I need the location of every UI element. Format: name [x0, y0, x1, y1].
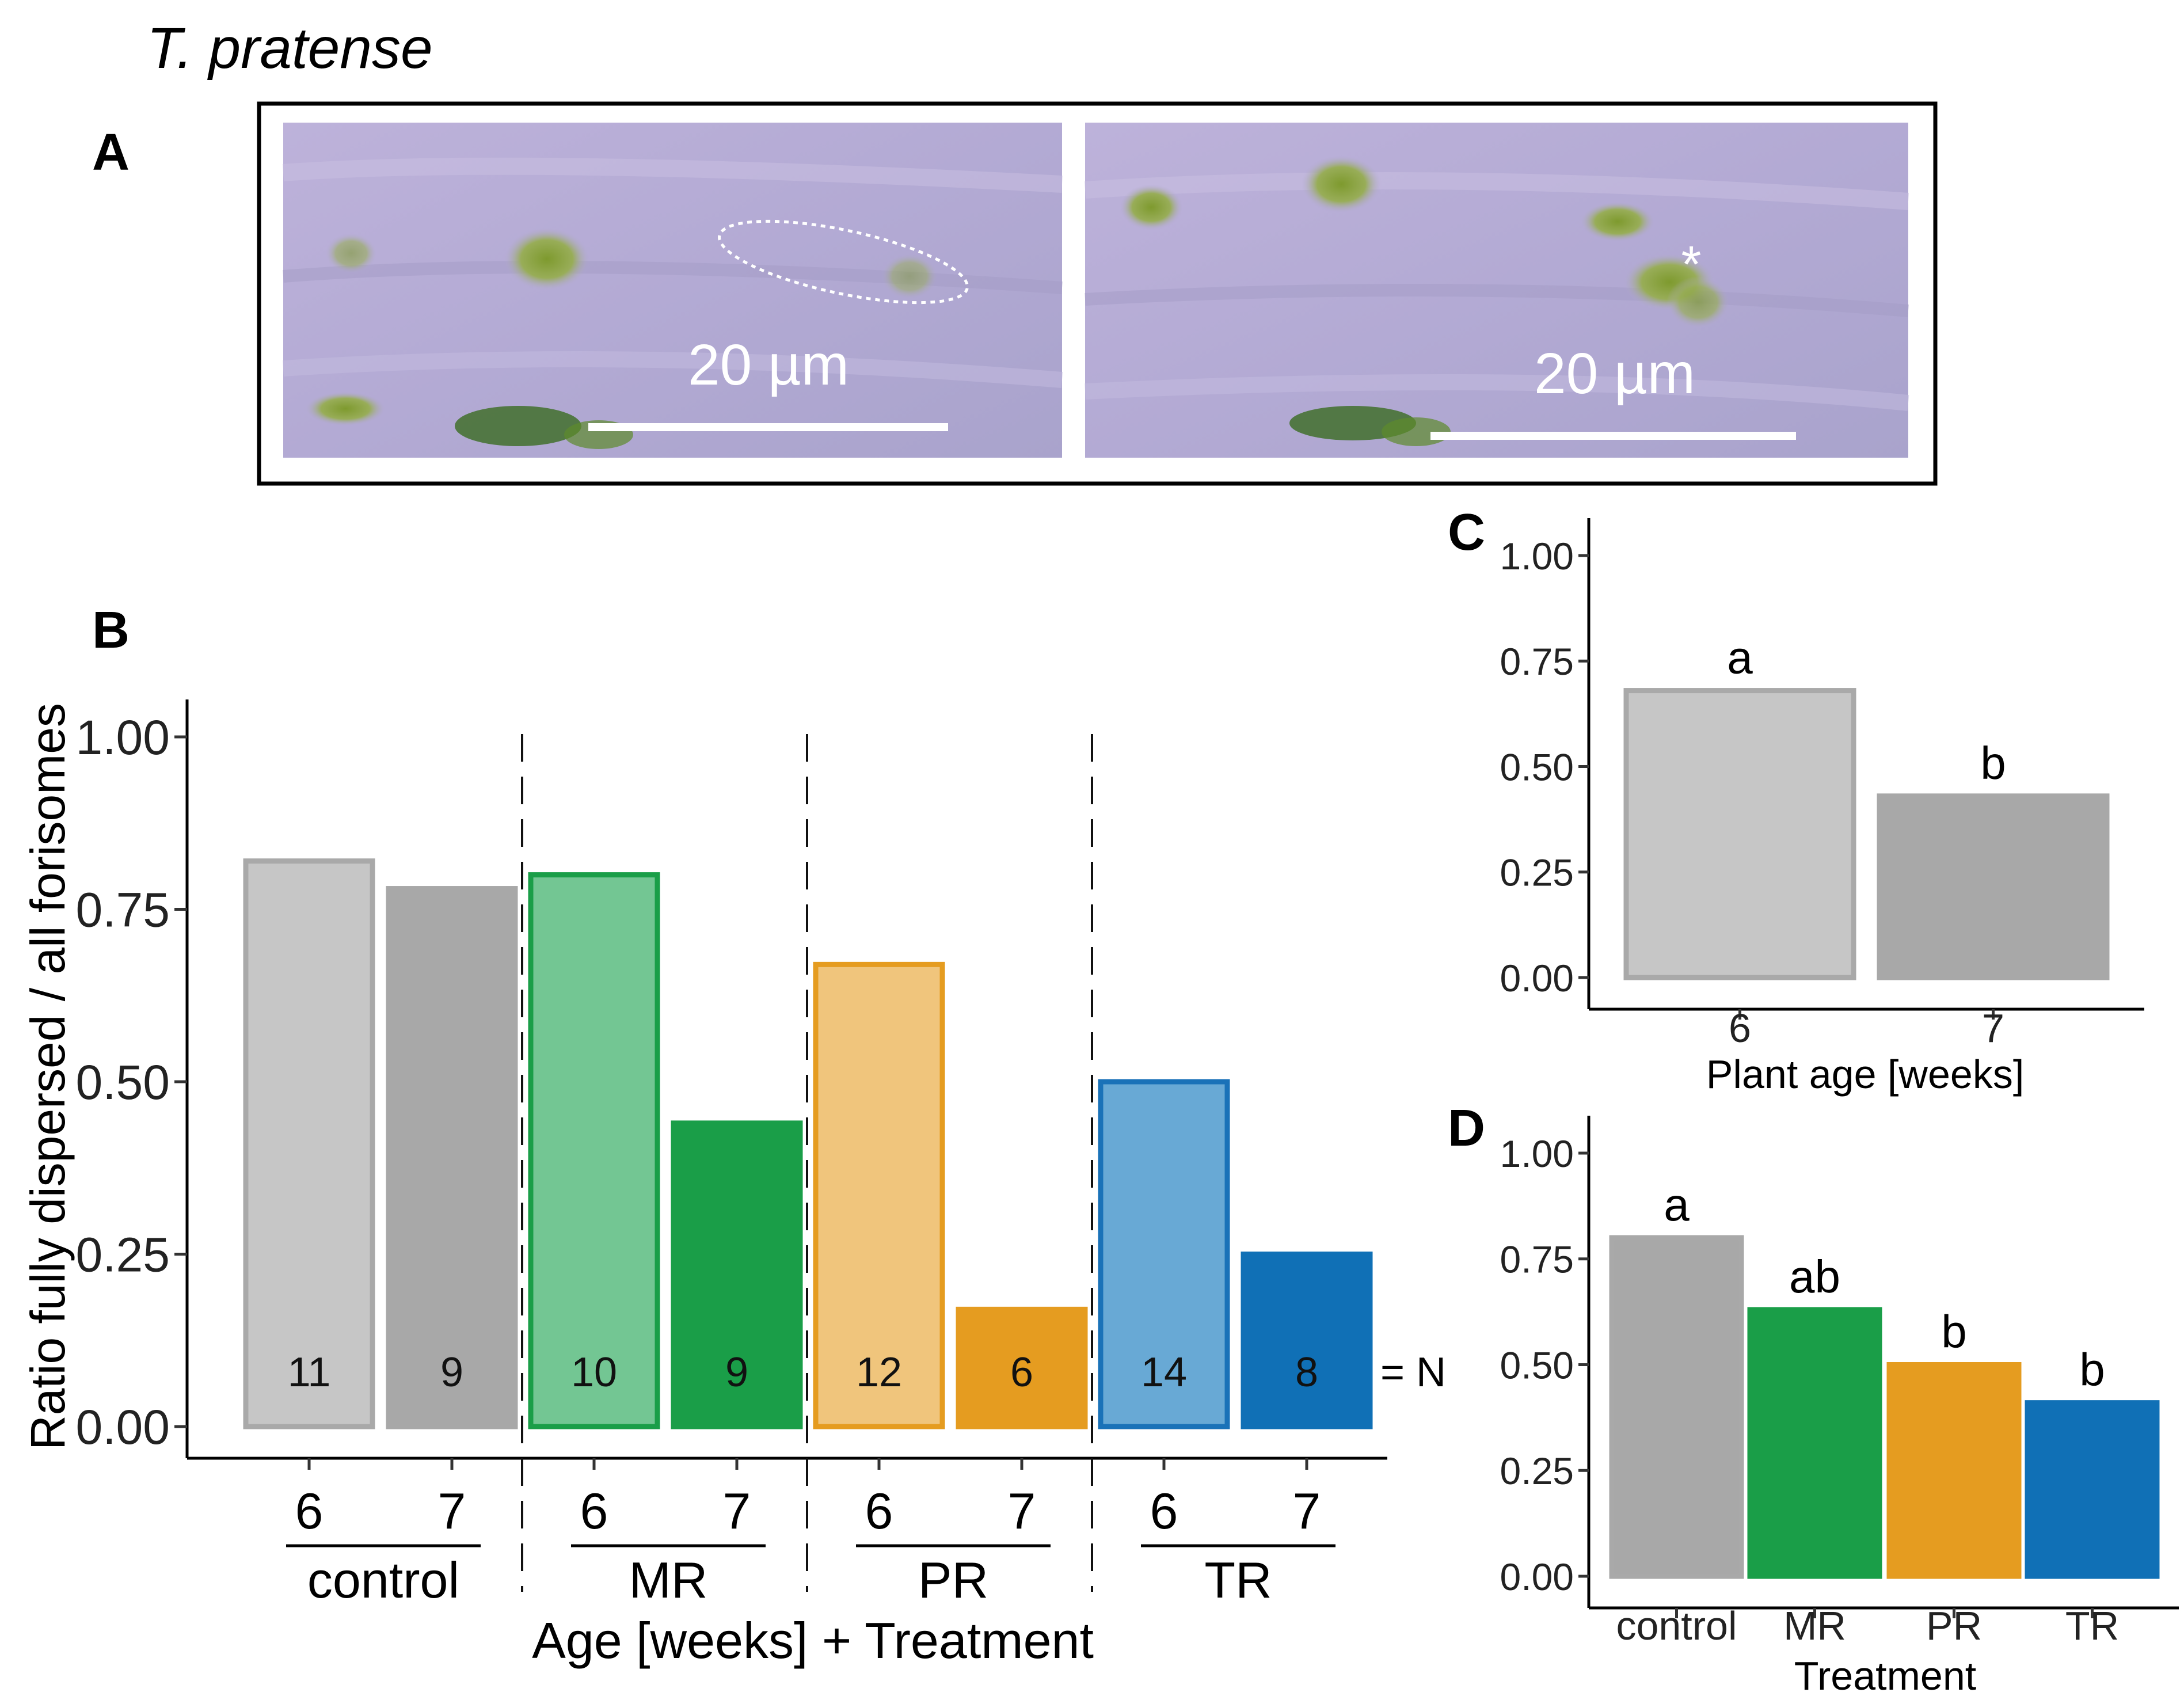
chart-d-y-tick-label: 1.00 — [1500, 1132, 1574, 1175]
bar-MR — [1747, 1307, 1882, 1579]
species-title: T. pratense — [147, 16, 433, 81]
chart-b-y-tick-label: 1.00 — [76, 710, 170, 765]
chart-d-y-tick-label: 0.00 — [1500, 1556, 1574, 1598]
bar-age-6 — [1623, 688, 1856, 980]
n-legend-label: = N — [1380, 1349, 1446, 1395]
chart-d-x-tick-label: control — [1616, 1603, 1737, 1648]
micrograph-frame — [257, 101, 1938, 486]
bar-TR-7 — [1241, 1252, 1373, 1429]
chart-b-x-tick-label: 7 — [1008, 1482, 1036, 1539]
n-label: 11 — [288, 1349, 331, 1395]
chart-d-y-tick-label: 0.25 — [1500, 1450, 1574, 1492]
chart-c-xlabel: Plant age [weeks] — [1706, 1052, 2025, 1097]
scale-bar-left — [588, 423, 948, 431]
bar-PR — [1886, 1362, 2022, 1579]
chart-d-x-tick-label: PR — [1926, 1603, 1982, 1648]
panel-label-c: C — [1448, 504, 1485, 561]
bar-TR-6 — [1098, 1079, 1230, 1429]
significance-letter: b — [2079, 1344, 2105, 1395]
chart-b-y-tick-label: 0.75 — [76, 883, 170, 937]
chart-c-y-tick-label: 1.00 — [1500, 535, 1574, 577]
bar-MR-7 — [671, 1120, 803, 1429]
chart-d-y-tick-label: 0.50 — [1500, 1344, 1574, 1386]
bar-TR — [2025, 1400, 2160, 1579]
chart-b-ylabel: Ratio fully dispersed / all forisomes — [21, 703, 75, 1450]
scale-bar-label-right: 20 µm — [1534, 341, 1695, 406]
significance-letter: ab — [1789, 1251, 1840, 1302]
chart-d-y-tick-label: 0.75 — [1500, 1238, 1574, 1281]
chart-b-x-tick-label: 6 — [580, 1482, 608, 1539]
panel-label-b: B — [92, 602, 130, 659]
chart-b-x-tick-label: 7 — [1293, 1482, 1321, 1539]
asterisk-marker: * — [1681, 236, 1701, 294]
chart-b: Ratio fully dispersed / all forisomes Ag… — [21, 699, 1446, 1669]
group-label-PR: PR — [918, 1552, 988, 1608]
n-label: 14 — [1141, 1349, 1187, 1395]
panel-label-d: D — [1448, 1100, 1485, 1157]
group-label-MR: MR — [629, 1552, 708, 1608]
micrograph-left: 20 µm — [282, 123, 1063, 458]
chart-c-y-tick-label: 0.75 — [1500, 640, 1574, 683]
n-label: 10 — [571, 1349, 617, 1395]
chart-b-y-tick-label: 0.25 — [76, 1228, 170, 1282]
chart-b-xlabel: Age [weeks] + Treatment — [532, 1612, 1094, 1669]
bar-control — [1609, 1235, 1744, 1579]
micrograph-right: * 20 µm — [1085, 123, 1909, 458]
forisome-outline — [718, 219, 969, 305]
significance-letter: b — [1980, 737, 2006, 789]
chart-b-x-tick-label: 6 — [295, 1482, 324, 1539]
chart-d-x-tick-label: TR — [2065, 1603, 2119, 1648]
chart-b-y-tick-label: 0.00 — [76, 1400, 170, 1454]
bar-PR-7 — [956, 1306, 1088, 1429]
n-label: 6 — [1010, 1349, 1033, 1395]
bar-MR-6 — [528, 872, 660, 1429]
group-label-TR: TR — [1204, 1552, 1272, 1608]
chart-d-x-tick-label: MR — [1783, 1603, 1846, 1648]
scale-bar-label-left: 20 µm — [688, 333, 849, 397]
chart-b-x-tick-label: 7 — [723, 1482, 751, 1539]
n-label: 8 — [1295, 1349, 1318, 1395]
chart-d-xlabel: Treatment — [1794, 1653, 1976, 1696]
group-label-control: control — [307, 1552, 459, 1608]
chart-c-x-tick-label: 6 — [1729, 1006, 1751, 1051]
n-label: 9 — [440, 1349, 463, 1395]
significance-letter: b — [1941, 1306, 1967, 1357]
bar-control-6 — [243, 858, 375, 1429]
chart-c-y-tick-label: 0.50 — [1500, 746, 1574, 788]
significance-letter: a — [1727, 632, 1753, 683]
chart-b-x-tick-label: 7 — [438, 1482, 466, 1539]
chart-c-y-tick-label: 0.00 — [1500, 957, 1574, 999]
chart-c-x-tick-label: 7 — [1982, 1006, 2004, 1051]
chart-b-y-tick-label: 0.50 — [76, 1055, 170, 1109]
bar-control-7 — [386, 886, 518, 1429]
chart-b-x-tick-label: 6 — [1150, 1482, 1178, 1539]
n-label: 9 — [725, 1349, 748, 1395]
chart-c: Plant age [weeks] 0.00 0.25 0.50 0.75 1.00 a 6… — [1500, 518, 2144, 1097]
scale-bar-right — [1430, 432, 1796, 440]
chart-c-y-tick-label: 0.25 — [1500, 851, 1574, 894]
panel-label-a: A — [92, 124, 130, 181]
n-label: 12 — [856, 1349, 902, 1395]
chart-b-x-tick-label: 6 — [865, 1482, 893, 1539]
bar-age-7 — [1877, 793, 2110, 980]
bar-PR-6 — [813, 961, 945, 1429]
significance-letter: a — [1664, 1179, 1690, 1230]
chart-d: Treatment 0.00 0.25 0.50 0.75 1.00 a control ab… — [1500, 1116, 2179, 1696]
